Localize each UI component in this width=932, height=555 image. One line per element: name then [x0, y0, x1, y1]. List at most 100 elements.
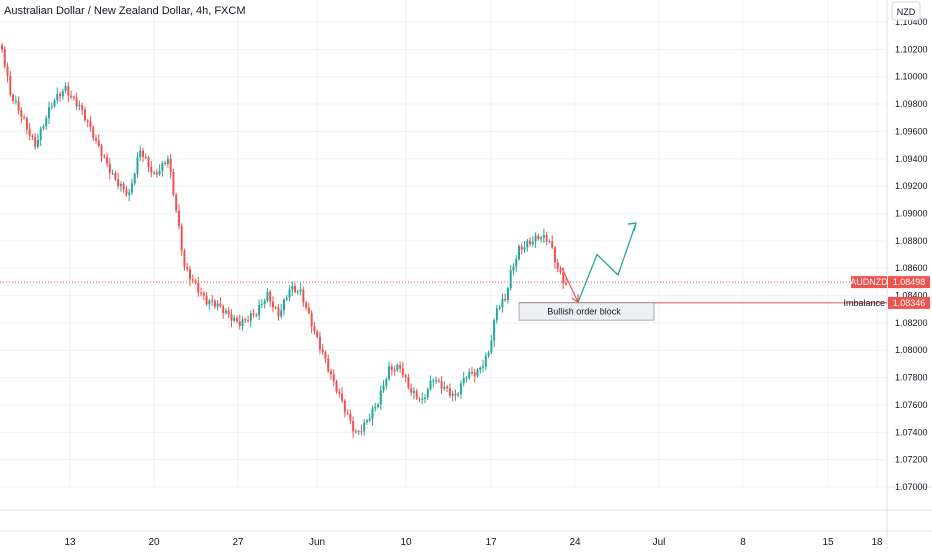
price-tick-label: 1.10200: [895, 44, 928, 54]
candle-body: [404, 375, 407, 378]
candle-body: [169, 158, 172, 173]
time-tick-label: 20: [148, 537, 160, 548]
candle-body: [61, 91, 64, 97]
candle-body: [446, 386, 449, 389]
candle-body: [39, 128, 42, 140]
price-tick-label: 1.08600: [895, 263, 928, 273]
candle-body: [166, 158, 169, 164]
candle-body: [230, 314, 233, 321]
time-tick-label: 8: [740, 537, 746, 548]
candle-body: [523, 247, 526, 250]
candle-body: [150, 166, 153, 173]
time-tick-label: 10: [400, 537, 412, 548]
candle-body: [70, 95, 73, 97]
candle-body: [330, 371, 332, 375]
candle-body: [316, 331, 319, 337]
candle-body: [75, 98, 78, 107]
candle-body: [222, 306, 225, 314]
candle-body: [136, 157, 139, 174]
candle-body: [520, 246, 523, 250]
price-tick-label: 1.09200: [895, 181, 928, 191]
pullback-arrow-line: [561, 267, 579, 303]
imbalance-label: Imbalance: [843, 298, 885, 308]
imbalance-price-badge: 1.08346: [893, 298, 926, 308]
price-tick-label: 1.07800: [895, 373, 928, 383]
candle-body: [255, 314, 258, 316]
candle-body: [95, 138, 97, 141]
candle-body: [487, 352, 490, 356]
candle-body: [100, 145, 103, 156]
candle-body: [307, 307, 310, 314]
candle-body: [227, 310, 230, 315]
time-axis[interactable]: 13 20 27 Jun 10 17 24 Jul 8 15 18: [64, 537, 883, 548]
candle-body: [299, 289, 302, 292]
candle-body: [498, 307, 501, 309]
candle-body: [42, 126, 45, 129]
candle-body: [9, 76, 12, 95]
candle-body: [241, 319, 244, 326]
time-tick-label: 13: [64, 537, 76, 548]
candle-body: [393, 370, 396, 372]
candle-body: [288, 289, 291, 298]
candle-body: [119, 184, 122, 187]
candle-body: [448, 388, 451, 396]
candle-body: [482, 366, 485, 368]
candle-body: [495, 308, 498, 321]
candle-body: [260, 303, 263, 305]
candle-body: [133, 173, 136, 184]
last-price-badge: 1.08498: [893, 277, 926, 287]
chart-title: Australian Dollar / New Zealand Dollar, …: [4, 5, 245, 17]
time-tick-label: 18: [871, 537, 883, 548]
candle-body: [310, 313, 313, 327]
candle-body: [529, 240, 532, 245]
candle-body: [36, 139, 39, 147]
candle-body: [454, 393, 457, 396]
candle-body: [424, 397, 426, 400]
candle-body: [357, 431, 360, 433]
candle-body: [285, 297, 288, 300]
candle-body: [208, 300, 211, 305]
candle-body: [161, 162, 164, 171]
candle-body: [202, 293, 205, 296]
candle-body: [45, 118, 48, 127]
candle-body: [504, 298, 507, 301]
candle-body: [258, 304, 261, 316]
candle-body: [153, 172, 156, 174]
candle-body: [545, 235, 548, 242]
candle-body: [31, 135, 34, 137]
candle-body: [142, 150, 144, 157]
currency-button[interactable]: NZD: [891, 1, 921, 21]
candle-body: [479, 367, 482, 371]
candle-body: [490, 340, 493, 353]
candle-body: [429, 380, 432, 390]
candle-body: [294, 286, 297, 292]
candle-body: [97, 140, 100, 146]
candle-body: [396, 364, 399, 371]
candle-body: [443, 386, 446, 389]
time-tick-label: 27: [232, 537, 244, 548]
candle-body: [432, 380, 435, 382]
currency-label: NZD: [897, 7, 916, 17]
candle-body: [305, 302, 308, 308]
candle-body: [274, 307, 277, 309]
candle-body: [410, 388, 413, 393]
candle-body: [147, 157, 150, 167]
candle-body: [103, 155, 106, 157]
candle-body: [191, 279, 194, 281]
candle-body: [56, 93, 59, 101]
candle-body: [247, 320, 250, 322]
candle-body: [23, 117, 26, 119]
candle-body: [233, 317, 236, 321]
price-tick-label: 1.09600: [895, 126, 928, 136]
candle-body: [175, 194, 178, 211]
order-block-label: Bullish order block: [547, 306, 621, 316]
candle-body: [224, 310, 227, 314]
candle-body: [296, 291, 299, 293]
candle-body: [346, 412, 349, 414]
time-tick-label: 15: [822, 537, 834, 548]
candle-body: [252, 313, 255, 315]
price-axis[interactable]: 1.10400 1.10200 1.10000 1.09800 1.09600 1.094…: [850, 17, 930, 492]
